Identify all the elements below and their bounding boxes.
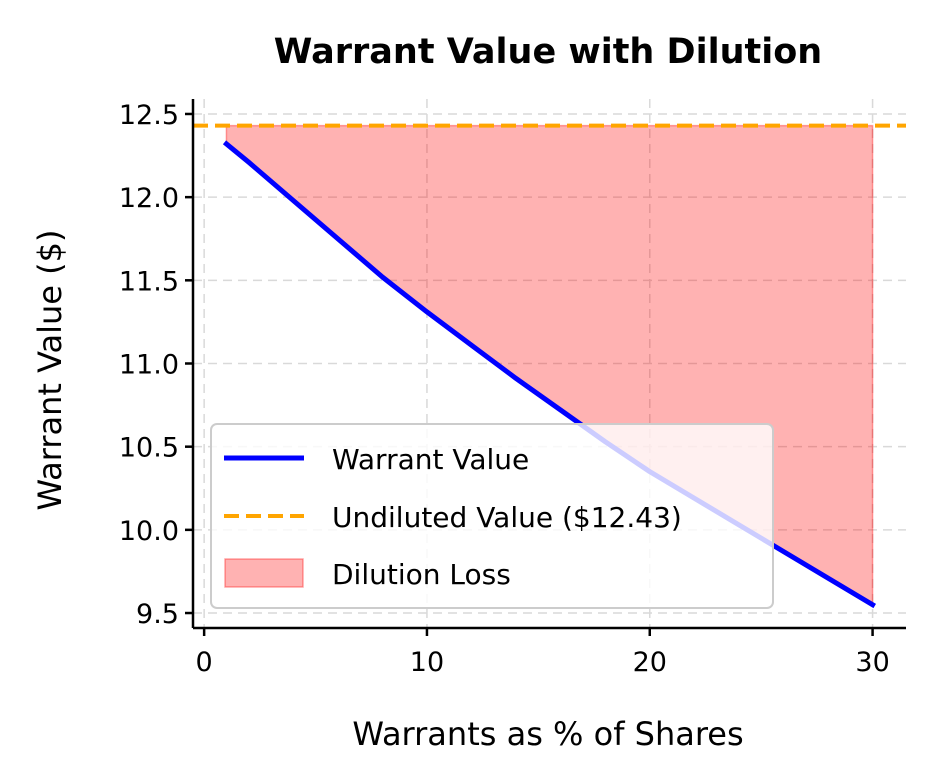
legend: Warrant Value Undiluted Value ($12.43) Dil… xyxy=(210,423,774,609)
axes: 0 10 20 30 9.5 10.0 10.5 11.0 11.5 12.0 12.5 xyxy=(119,99,906,678)
legend-box xyxy=(210,423,774,609)
y-tick-label-0: 9.5 xyxy=(136,599,179,630)
legend-dilution-loss-swatch xyxy=(224,558,304,588)
y-tick-label-4: 11.5 xyxy=(119,266,179,297)
x-tick-label-1: 10 xyxy=(410,647,444,678)
legend-undiluted-value-label: Undiluted Value ($12.43) xyxy=(332,501,682,534)
x-axis-label: Warrants as % of Shares xyxy=(352,715,743,753)
y-tick-label-2: 10.5 xyxy=(119,433,179,464)
y-tick-label-3: 11.0 xyxy=(119,350,179,381)
y-axis-label: Warrant Value ($) xyxy=(31,230,69,511)
legend-warrant-value-label: Warrant Value xyxy=(332,443,529,476)
y-tick-label-1: 10.0 xyxy=(119,516,179,547)
y-tick-label-5: 12.0 xyxy=(119,183,179,214)
x-tick-label-3: 30 xyxy=(855,647,889,678)
legend-dilution-loss-label: Dilution Loss xyxy=(332,558,511,591)
x-tick-label-0: 0 xyxy=(196,647,213,678)
x-tick-label-2: 20 xyxy=(633,647,667,678)
y-tick-label-6: 12.5 xyxy=(119,100,179,131)
chart-title: Warrant Value with Dilution xyxy=(274,32,822,72)
